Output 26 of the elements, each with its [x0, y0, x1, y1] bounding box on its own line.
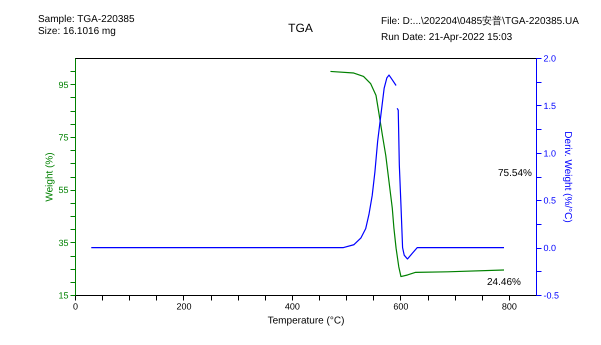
y2-tick-label: 0.5 [544, 196, 556, 206]
y-tick-label: 15 [58, 290, 68, 300]
text: Sample: TGA-220385 [38, 14, 135, 25]
chart-title: TGA [288, 21, 313, 35]
y2-axis-title: Deriv. Weight (%/°C) [562, 131, 574, 223]
y2-tick-label: 0.0 [544, 243, 556, 254]
y-tick-label: 75 [58, 132, 68, 142]
x-tick-label: 200 [176, 302, 192, 312]
y2-tick-label: 1.0 [544, 148, 556, 158]
annotation: 24.46% [487, 277, 521, 288]
x-tick-label: 400 [284, 302, 300, 312]
x-tick-label: 800 [502, 302, 517, 312]
x-tick-label: 0 [72, 302, 78, 312]
x-tick-label: 600 [393, 302, 408, 312]
y2-tick-label: -0.5 [544, 290, 560, 300]
text: Run Date: 21-Apr-2022 15:03 [381, 32, 512, 43]
y2-tick-label: 2.0 [544, 54, 556, 64]
annotation: 75.54% [498, 168, 532, 179]
y-tick-label: 55 [58, 185, 68, 196]
text: File: D:...\202204\0485安普\TGA-220385.UA [381, 14, 579, 28]
x-axis-title: Temperature (°C) [268, 316, 344, 326]
text: Size: 16.1016 mg [38, 26, 116, 37]
y-axis-title: Weight (%) [44, 152, 56, 202]
y2-tick-label: 1.5 [544, 100, 556, 111]
y-tick-label: 35 [58, 238, 68, 248]
y-tick-label: 95 [58, 80, 68, 90]
